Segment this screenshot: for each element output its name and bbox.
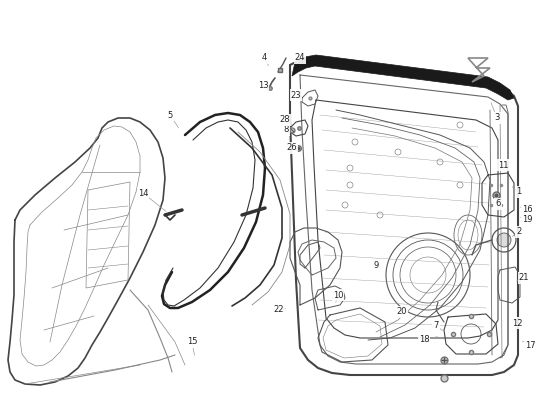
Circle shape <box>497 233 511 247</box>
Text: 3: 3 <box>494 114 500 122</box>
Text: 22: 22 <box>274 306 284 314</box>
Text: 7: 7 <box>433 322 439 330</box>
Text: 4: 4 <box>261 54 267 62</box>
Text: 6: 6 <box>496 200 500 208</box>
Text: 15: 15 <box>187 338 197 346</box>
Text: 24: 24 <box>295 54 305 62</box>
Text: 17: 17 <box>525 340 535 350</box>
Text: 20: 20 <box>397 308 407 316</box>
Text: 9: 9 <box>373 260 378 270</box>
Text: 13: 13 <box>258 80 268 90</box>
Text: 5: 5 <box>167 110 173 120</box>
Text: 26: 26 <box>287 144 298 152</box>
Text: 16: 16 <box>522 206 532 214</box>
Text: 23: 23 <box>291 90 301 100</box>
Polygon shape <box>292 55 514 100</box>
Text: 28: 28 <box>280 116 290 124</box>
Text: 19: 19 <box>522 216 532 224</box>
Text: 12: 12 <box>512 318 522 328</box>
Text: 21: 21 <box>519 274 529 282</box>
Text: 2: 2 <box>516 228 521 236</box>
Text: 10: 10 <box>333 290 343 300</box>
Text: 11: 11 <box>498 160 508 170</box>
Text: 1: 1 <box>516 188 521 196</box>
Text: 8: 8 <box>283 126 289 134</box>
Text: 18: 18 <box>419 336 430 344</box>
Text: 14: 14 <box>138 188 148 198</box>
